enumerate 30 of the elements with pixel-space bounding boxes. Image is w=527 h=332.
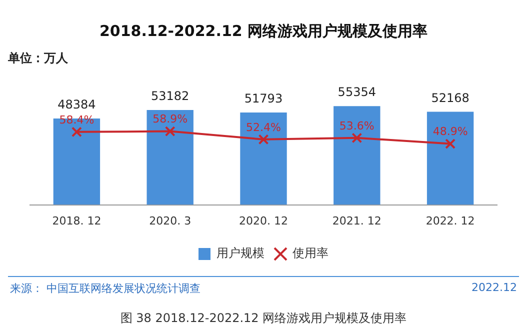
point (445, 138, 456, 150)
point (164, 126, 176, 137)
data-label: 55354 (338, 85, 376, 100)
data-label: 51793 (244, 92, 283, 106)
x-tick-label: 2018. 12 (52, 214, 102, 228)
x-tick-label: 2020. 12 (239, 214, 288, 228)
data-label: 53182 (151, 89, 190, 104)
data-label: 58.9% (152, 112, 188, 126)
point (258, 134, 269, 145)
point (71, 126, 82, 138)
text: 2022.12 (472, 281, 517, 294)
caption: 图 38 2018.12-2022.12 网络游戏用户规模及使用率 (119, 310, 408, 327)
bar (240, 112, 287, 205)
data-label: 52168 (431, 90, 470, 105)
legend-label: 使用率 (292, 246, 328, 260)
data-label: 53.6% (339, 119, 374, 132)
legend-label: 用户规模 (216, 246, 264, 260)
bar (426, 112, 474, 205)
point (352, 132, 362, 144)
data-label: 52.4% (246, 120, 281, 134)
source-note: 来源： 中国互联网络发展状况统计调查 (10, 281, 200, 296)
data-label: 48384 (58, 98, 96, 112)
y-axis-title: 单位：万人 (8, 50, 68, 67)
chart-title: 2018.12-2022.12 网络游戏用户规模及使用率 (98, 22, 429, 41)
x-tick-label: 2021. 12 (332, 214, 382, 228)
data-label: 48.9% (432, 125, 468, 138)
x-tick-label: 2022. 12 (426, 214, 475, 228)
bar (334, 106, 380, 205)
bar (146, 110, 194, 205)
x-tick-label: 2020. 3 (149, 214, 192, 228)
